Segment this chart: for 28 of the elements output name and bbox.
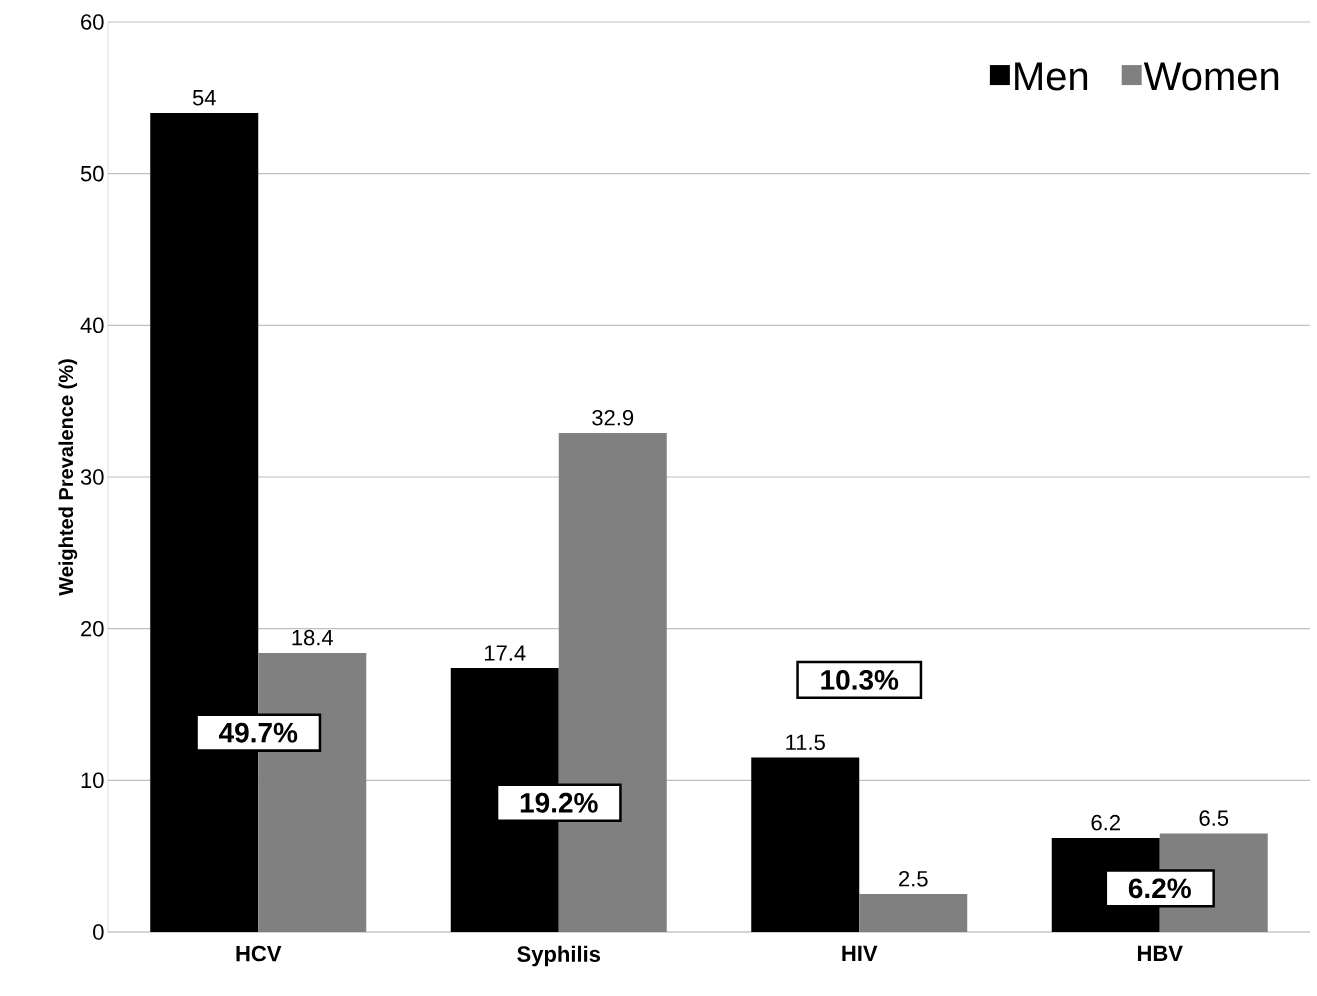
data-label: 17.4	[485, 645, 526, 661]
y-tick-label: 0	[93, 924, 104, 940]
y-axis-title: Weighted Prevalence (%)	[58, 359, 78, 596]
y-tick-label: 60	[81, 14, 104, 30]
bar	[751, 757, 860, 932]
y-tick-label: 30	[80, 469, 104, 485]
data-label: 11.5	[786, 734, 825, 751]
data-label: 32.9	[592, 409, 634, 426]
x-tick-label: HIV	[842, 945, 878, 961]
legend-label: Women	[1143, 62, 1279, 91]
data-label: 6.2	[1091, 814, 1120, 831]
annotation: 19.2%	[520, 792, 598, 813]
data-label: 54	[192, 90, 216, 106]
bar	[859, 894, 968, 932]
y-tick-label: 40	[80, 317, 104, 334]
legend-label: Men	[1015, 62, 1088, 91]
annotation: 49.7%	[218, 722, 298, 743]
data-label: 2.5	[899, 870, 928, 887]
data-label: 6.5	[1199, 810, 1229, 826]
x-tick-label: HBV	[1137, 945, 1183, 961]
y-tick-label: 50	[80, 165, 104, 182]
data-label: 18.4	[292, 629, 334, 646]
y-tick-label: 20	[81, 620, 104, 637]
x-tick-label: Syphilis	[517, 945, 601, 967]
y-tick-label: 10	[81, 772, 104, 789]
annotation: 6.2%	[1128, 878, 1191, 899]
x-tick-label: HCV	[236, 945, 282, 962]
annotation: 10.3%	[821, 670, 899, 690]
